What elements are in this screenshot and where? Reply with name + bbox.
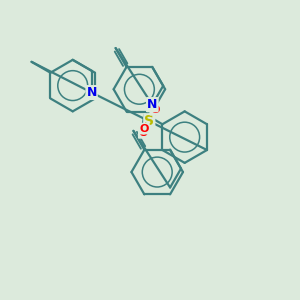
- Text: O: O: [150, 105, 160, 115]
- Text: N: N: [86, 86, 97, 99]
- Text: O: O: [140, 124, 149, 134]
- Text: N: N: [147, 98, 158, 111]
- Text: O: O: [139, 128, 148, 138]
- Text: N: N: [147, 98, 158, 111]
- Text: S: S: [144, 114, 154, 128]
